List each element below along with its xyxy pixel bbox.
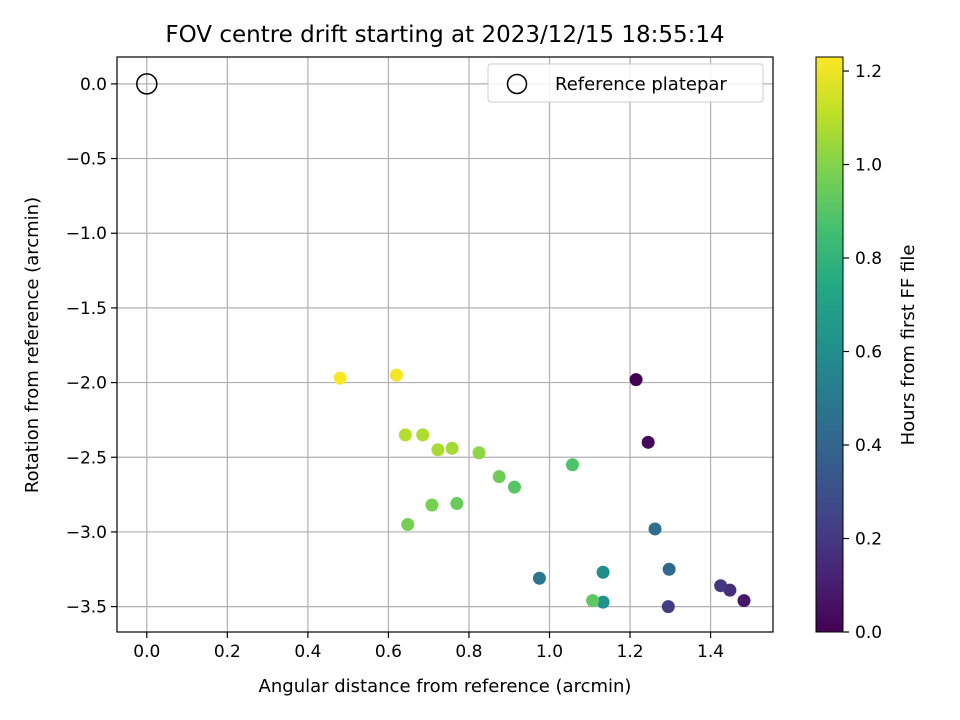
- data-point: [662, 562, 676, 576]
- colorbar-tick-label: 0.2: [855, 530, 882, 550]
- y-tick-label: −1.5: [66, 299, 107, 319]
- y-tick-label: 0.0: [80, 75, 107, 95]
- x-tick-label: 0.2: [214, 642, 241, 662]
- data-point: [565, 458, 579, 472]
- reference-point: [136, 73, 158, 95]
- data-point: [401, 517, 415, 531]
- data-point: [714, 579, 728, 593]
- colorbar-tick-label: 0.0: [855, 623, 882, 643]
- data-point: [416, 428, 430, 442]
- y-tick-label: −3.5: [66, 598, 107, 618]
- chart-title: FOV centre drift starting at 2023/12/15 …: [165, 22, 724, 48]
- data-point: [425, 498, 439, 512]
- data-point: [648, 522, 662, 536]
- colorbar-tick-label: 0.6: [855, 343, 882, 363]
- colorbar-tick-label: 1.2: [855, 62, 882, 82]
- legend-box: [487, 63, 764, 103]
- data-point: [333, 371, 347, 385]
- data-point: [596, 595, 610, 609]
- data-point: [472, 446, 486, 460]
- x-axis-label: Angular distance from reference (arcmin): [259, 676, 632, 697]
- x-tick-label: 1.4: [697, 642, 724, 662]
- data-point: [661, 600, 675, 614]
- x-tick-label: 0.4: [294, 642, 321, 662]
- data-point: [389, 368, 403, 382]
- colorbar-tick-label: 0.4: [855, 436, 882, 456]
- plot-frame: [116, 56, 774, 633]
- data-point: [629, 373, 643, 387]
- colorbar-ticks: 0.0 0.2 0.4 0.6 0.8 1.0 1.2: [843, 62, 882, 643]
- legend-label: Reference platepar: [555, 74, 727, 95]
- data-point: [596, 565, 610, 579]
- y-axis-label: Rotation from reference (arcmin): [22, 197, 43, 493]
- data-point: [641, 435, 655, 449]
- x-tick-label: 0.6: [375, 642, 402, 662]
- data-point: [431, 443, 445, 457]
- data-point: [450, 497, 464, 511]
- x-axis: 0.0 0.2 0.4 0.6 0.8 1.0 1.2 1.4: [133, 632, 724, 662]
- x-tick-label: 1.2: [617, 642, 644, 662]
- data-point: [445, 441, 459, 455]
- data-point: [586, 594, 600, 608]
- colorbar-gradient: [815, 56, 844, 633]
- grid: [117, 57, 773, 632]
- legend: Reference platepar: [487, 63, 764, 103]
- y-tick-label: −1.0: [66, 224, 107, 244]
- x-tick-label: 0.0: [133, 642, 160, 662]
- colorbar-label: Hours from first FF file: [898, 245, 919, 446]
- y-tick-label: −2.5: [66, 448, 107, 468]
- legend-marker: [506, 73, 528, 95]
- data-points: [333, 368, 751, 614]
- x-tick-label: 0.8: [455, 642, 482, 662]
- y-tick-label: −3.0: [66, 523, 107, 543]
- y-axis: 0.0 −0.5 −1.0 −1.5 −2.0 −2.5 −3.0 −3.5: [66, 75, 117, 618]
- data-point: [507, 480, 521, 494]
- data-point: [398, 428, 412, 442]
- data-point: [532, 571, 546, 585]
- colorbar-tick-label: 1.0: [855, 156, 882, 176]
- x-tick-label: 1.0: [536, 642, 563, 662]
- y-tick-label: −2.0: [66, 374, 107, 394]
- y-tick-label: −0.5: [66, 150, 107, 170]
- colorbar: 0.0 0.2 0.4 0.6 0.8 1.0 1.2 Hours from first F…: [815, 56, 919, 643]
- colorbar-tick-label: 0.8: [855, 249, 882, 269]
- data-point: [492, 470, 506, 484]
- data-point: [737, 594, 751, 608]
